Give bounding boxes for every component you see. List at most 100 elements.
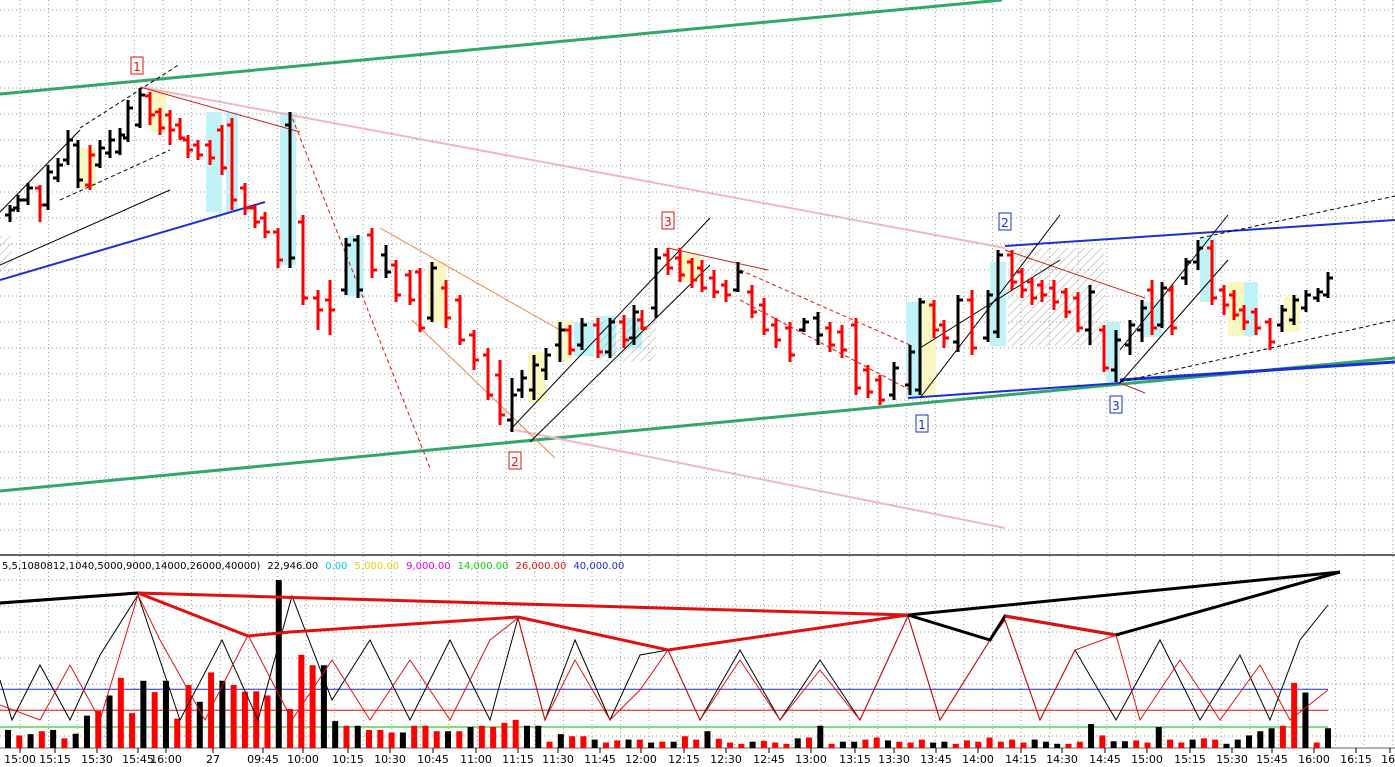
volume-bar (343, 725, 350, 748)
volume-bar (986, 737, 993, 748)
volume-bar (366, 729, 373, 748)
trend-line (529, 264, 711, 443)
volume-bar (602, 742, 609, 748)
volume-bar (535, 725, 542, 748)
volume-bar (896, 741, 903, 748)
volume-bar (1009, 739, 1016, 748)
swing-line (1115, 570, 1341, 637)
volume-bar (61, 738, 68, 748)
volume-bar (636, 739, 643, 748)
volume-bar (433, 731, 440, 748)
volume-bar (1065, 743, 1072, 748)
trend-line (919, 214, 1061, 399)
trend-line (139, 86, 1006, 249)
time-tick-label: 14:15 (1005, 753, 1037, 766)
volume-bar (580, 736, 587, 748)
volume-bar (794, 738, 801, 748)
volume-bar (50, 729, 57, 748)
volume-bar (1279, 725, 1286, 748)
time-tick-label: 10:30 (374, 753, 406, 766)
volume-bar (253, 691, 260, 748)
swing-line (0, 591, 139, 605)
time-tick-label: 16:00 (1298, 753, 1330, 766)
volume-bar (38, 731, 45, 748)
time-tick-label: 13:00 (795, 753, 827, 766)
volume-bar (760, 740, 767, 748)
volume-bar (704, 731, 711, 748)
swing-line (907, 570, 1341, 617)
volume-bar (952, 743, 959, 748)
trend-line (411, 319, 556, 459)
indicator-value: 5,000.00 (355, 561, 400, 572)
volume-bar (1212, 739, 1219, 748)
volume-bar (614, 740, 621, 748)
volume-bar (72, 733, 79, 748)
volume-bar (851, 741, 858, 748)
volume-bar (1313, 742, 1320, 748)
volume-bar (546, 741, 553, 748)
volume-bar (1133, 740, 1140, 748)
volume-bar (467, 727, 474, 748)
volume-bar (490, 727, 497, 748)
volume-bar (918, 739, 925, 748)
trend-line (0, 356, 1395, 493)
time-tick-label: 13:15 (839, 753, 871, 766)
trend-line (0, 201, 266, 281)
volume-bar (388, 732, 395, 748)
volume-bar (309, 665, 316, 748)
time-tick-label: 15:00 (4, 753, 36, 766)
volume-bar (219, 680, 226, 748)
volume-bar (332, 721, 339, 748)
swing-line (907, 613, 1117, 642)
volume-bar (839, 741, 846, 748)
volume-bar (772, 742, 779, 748)
volume-bar (16, 735, 23, 748)
volume-bar (738, 743, 745, 748)
volume-bar (1246, 735, 1253, 748)
volume-bar (783, 743, 790, 748)
volume-bar (196, 701, 203, 748)
volume-bar (1110, 741, 1117, 748)
volume-bar (1076, 741, 1083, 748)
volume-bar (95, 711, 102, 748)
volume-bar (501, 722, 508, 748)
volume-bar (399, 732, 406, 748)
wave-label: 2 (511, 455, 519, 469)
volume-bar (1144, 742, 1151, 748)
time-tick-label: 12:30 (710, 753, 742, 766)
oscillator-line (0, 593, 1329, 722)
volume-bar (1302, 692, 1309, 748)
time-tick-label: 13:45 (920, 753, 952, 766)
wave-label: 3 (1112, 399, 1120, 413)
volume-bar (1020, 742, 1027, 748)
time-tick-label: 12:45 (753, 753, 785, 766)
volume-bar (1257, 731, 1264, 748)
trend-line (1119, 382, 1146, 394)
time-tick-label: 27 (206, 753, 220, 766)
volume-bar (1325, 728, 1331, 748)
wave-label: 3 (664, 215, 672, 229)
volume-bar (185, 685, 192, 748)
volume-bar (1189, 739, 1196, 748)
trend-line (1119, 360, 1395, 382)
wave-label-box (915, 414, 929, 433)
time-tick-label: 16: (1381, 753, 1395, 766)
wave-label-box (661, 211, 675, 230)
volume-bar (1167, 739, 1174, 748)
wave-label: 2 (1001, 216, 1009, 230)
volume-bar (456, 731, 463, 748)
volume-bar (117, 677, 124, 748)
price-bars (5, 88, 1333, 432)
indicator-value: 0.00 (325, 561, 347, 572)
wave-label: 1 (133, 60, 141, 74)
volume-bar (907, 742, 914, 748)
trend-line (0, 0, 1003, 96)
volume-bar (557, 734, 564, 748)
volume-bar (715, 738, 722, 748)
volume-bar (523, 725, 530, 748)
volume-bar (648, 742, 655, 748)
trend-line (1119, 259, 1229, 384)
trend-line (79, 63, 181, 129)
volume-bar (873, 737, 880, 748)
trend-line (1004, 249, 1146, 299)
